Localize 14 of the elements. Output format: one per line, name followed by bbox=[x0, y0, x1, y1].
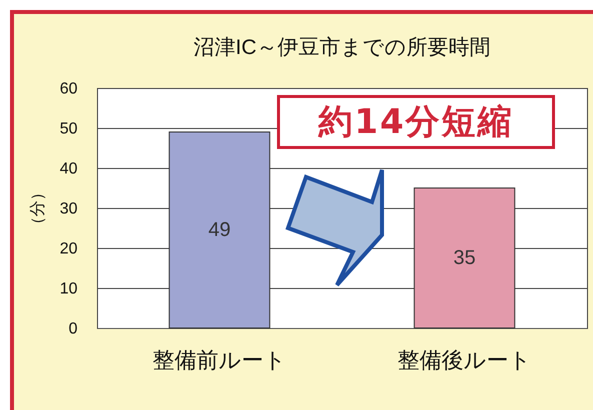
y-tick-label: 10 bbox=[60, 280, 78, 298]
y-axis-title: （分） bbox=[30, 184, 47, 232]
data-label: 49 bbox=[208, 219, 231, 241]
data-label: 35 bbox=[453, 247, 476, 269]
y-tick-label: 0 bbox=[68, 320, 78, 338]
annotation: 約14分短縮 bbox=[277, 95, 555, 149]
y-tick-label: 20 bbox=[60, 240, 78, 258]
y-tick-label: 40 bbox=[60, 160, 78, 178]
y-tick-label: 60 bbox=[60, 80, 78, 98]
x-tick-label: 整備後ルート bbox=[398, 348, 532, 372]
y-tick-label: 50 bbox=[60, 120, 78, 138]
y-tick-label: 30 bbox=[60, 200, 78, 218]
x-tick-label: 整備前ルート bbox=[152, 348, 286, 372]
chart-title: 沼津IC～伊豆市までの所要時間 bbox=[194, 36, 490, 59]
